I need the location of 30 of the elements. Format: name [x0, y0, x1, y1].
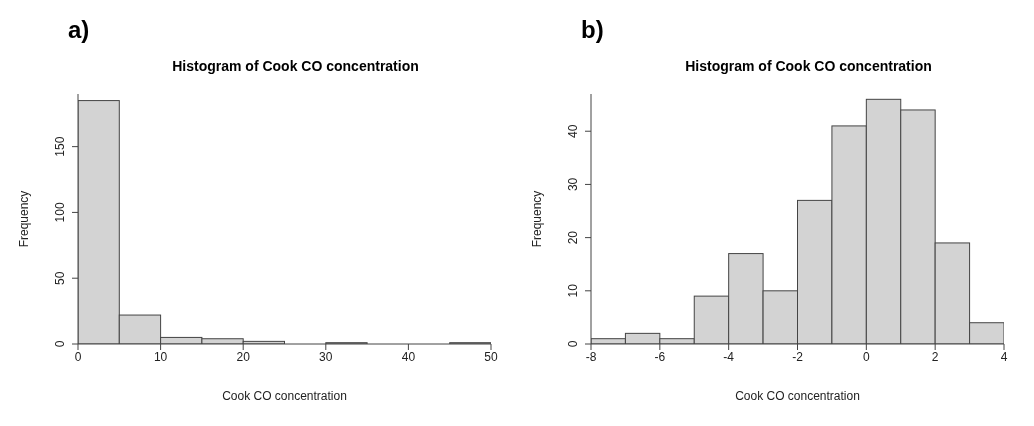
- x-tick-label: 40: [401, 349, 416, 364]
- chart-title: Histogram of Cook CO concentration: [171, 58, 420, 76]
- x-tick-label: 10: [153, 349, 168, 364]
- text: a): [68, 16, 90, 43]
- x-tick-label: -2: [792, 349, 804, 364]
- y-tick-label: 0: [53, 340, 67, 348]
- y-axis-title: Frequency: [530, 190, 545, 248]
- y-tick-label: 30: [566, 177, 580, 192]
- y-tick-label: 10: [566, 283, 580, 298]
- text: b): [581, 16, 604, 43]
- x-tick-label: 2: [931, 349, 939, 364]
- x-axis-title: Cook CO concentration: [222, 389, 347, 403]
- x-axis-title: Cook CO concentration: [735, 389, 860, 403]
- y-tick-label: 100: [53, 202, 67, 223]
- y-tick-label: 50: [53, 271, 67, 285]
- y-tick-label: 150: [53, 136, 67, 157]
- chart-title: Histogram of Cook CO concentration: [684, 58, 933, 76]
- x-tick-label: -8: [585, 349, 597, 364]
- x-tick-label: -4: [723, 349, 735, 364]
- x-tick-label: 4: [1000, 349, 1008, 364]
- x-tick-label: 0: [862, 349, 870, 364]
- y-axis-title: Frequency: [17, 190, 32, 248]
- x-tick-label: 30: [319, 349, 333, 364]
- x-tick-label: 50: [484, 349, 498, 364]
- x-tick-label: 0: [74, 349, 82, 364]
- y-tick-label: 40: [566, 124, 580, 138]
- y-tick-label: 20: [566, 230, 580, 245]
- x-tick-label: -6: [654, 349, 666, 364]
- y-tick-label: 0: [566, 340, 580, 348]
- x-tick-label: 20: [236, 349, 251, 364]
